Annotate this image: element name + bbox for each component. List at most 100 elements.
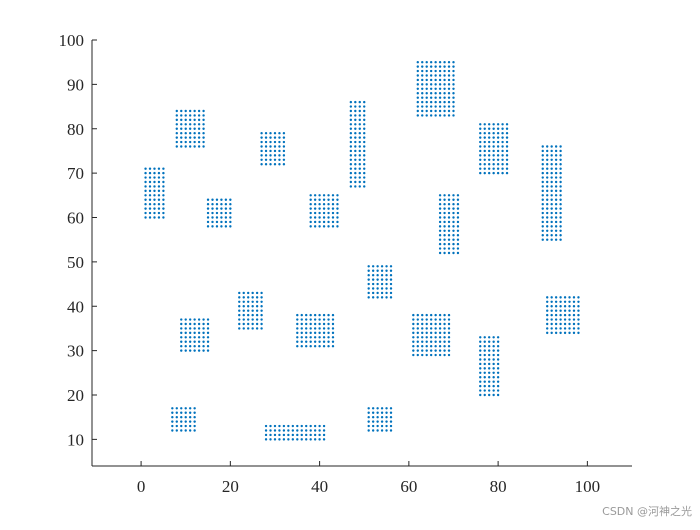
- data-point: [197, 327, 201, 330]
- data-point: [215, 211, 219, 215]
- data-point: [331, 336, 335, 339]
- data-point: [322, 211, 326, 215]
- data-point: [487, 340, 491, 343]
- data-point: [380, 411, 384, 414]
- point-cluster-20: [367, 407, 393, 432]
- data-point: [452, 198, 455, 201]
- point-cluster-2: [175, 109, 205, 148]
- y-tick-label: 40: [67, 297, 84, 316]
- data-point: [496, 371, 500, 375]
- data-point: [452, 238, 455, 241]
- data-point: [180, 118, 183, 122]
- point-cluster-4: [260, 131, 286, 166]
- data-point: [269, 438, 272, 441]
- data-point: [153, 180, 156, 184]
- point-cluster-19: [264, 424, 326, 441]
- data-point: [479, 349, 482, 352]
- data-point: [162, 189, 165, 193]
- data-point: [327, 340, 330, 343]
- data-point: [568, 309, 571, 312]
- data-point: [554, 313, 558, 317]
- data-point: [541, 202, 544, 206]
- data-point: [559, 229, 562, 233]
- data-point: [568, 327, 571, 330]
- data-point: [251, 313, 254, 317]
- data-point: [184, 145, 187, 148]
- data-point: [434, 353, 437, 357]
- data-point: [367, 424, 370, 428]
- data-point: [220, 216, 223, 219]
- data-point: [554, 331, 558, 335]
- data-point: [358, 127, 361, 130]
- data-point: [380, 415, 384, 419]
- data-point: [541, 189, 544, 193]
- data-point: [438, 225, 442, 228]
- data-point: [559, 145, 562, 148]
- data-point: [496, 127, 500, 130]
- data-point: [550, 207, 553, 210]
- data-point: [305, 424, 308, 428]
- data-point: [184, 407, 187, 410]
- data-point: [429, 340, 433, 343]
- data-point: [229, 225, 232, 228]
- data-point: [349, 131, 353, 135]
- data-point: [318, 322, 321, 326]
- data-point: [434, 322, 437, 326]
- data-point: [367, 407, 370, 410]
- data-point: [447, 216, 451, 219]
- data-point: [278, 154, 281, 157]
- data-point: [421, 92, 424, 95]
- data-point: [479, 140, 482, 144]
- data-point: [447, 349, 451, 352]
- data-point: [443, 60, 446, 64]
- data-point: [144, 167, 147, 170]
- data-point: [331, 211, 335, 215]
- data-point: [554, 211, 558, 215]
- data-point: [188, 140, 192, 144]
- data-point: [229, 220, 232, 224]
- data-point: [429, 60, 433, 64]
- data-point: [452, 216, 455, 219]
- data-point: [492, 371, 495, 375]
- point-cluster-16: [479, 336, 500, 397]
- data-point: [197, 344, 201, 348]
- data-point: [483, 367, 486, 370]
- data-point: [251, 327, 254, 330]
- data-point: [247, 300, 250, 304]
- data-point: [175, 424, 178, 428]
- data-point: [429, 331, 433, 335]
- data-point: [438, 353, 442, 357]
- data-point: [577, 322, 580, 326]
- data-point: [188, 318, 192, 321]
- data-point: [193, 131, 196, 135]
- data-point: [206, 349, 210, 352]
- data-point: [211, 220, 214, 224]
- data-point: [501, 163, 504, 166]
- data-point: [188, 123, 192, 126]
- data-point: [568, 331, 571, 335]
- data-point: [492, 167, 495, 170]
- data-point: [367, 415, 370, 419]
- y-tick-label: 30: [67, 342, 84, 361]
- data-point: [568, 322, 571, 326]
- data-point: [492, 149, 495, 153]
- data-point: [296, 322, 299, 326]
- data-point: [492, 340, 495, 343]
- data-point: [554, 154, 558, 157]
- data-point: [541, 145, 544, 148]
- data-point: [171, 411, 174, 414]
- data-point: [434, 340, 437, 343]
- data-point: [255, 309, 259, 312]
- data-point: [162, 176, 165, 179]
- data-point: [483, 140, 486, 144]
- data-point: [202, 327, 205, 330]
- data-point: [438, 242, 442, 246]
- data-point: [421, 349, 424, 352]
- data-point: [188, 331, 192, 335]
- data-point: [260, 309, 263, 312]
- data-point: [559, 225, 562, 228]
- data-point: [206, 322, 210, 326]
- data-point: [336, 202, 339, 206]
- data-point: [193, 118, 196, 122]
- data-point: [487, 393, 491, 397]
